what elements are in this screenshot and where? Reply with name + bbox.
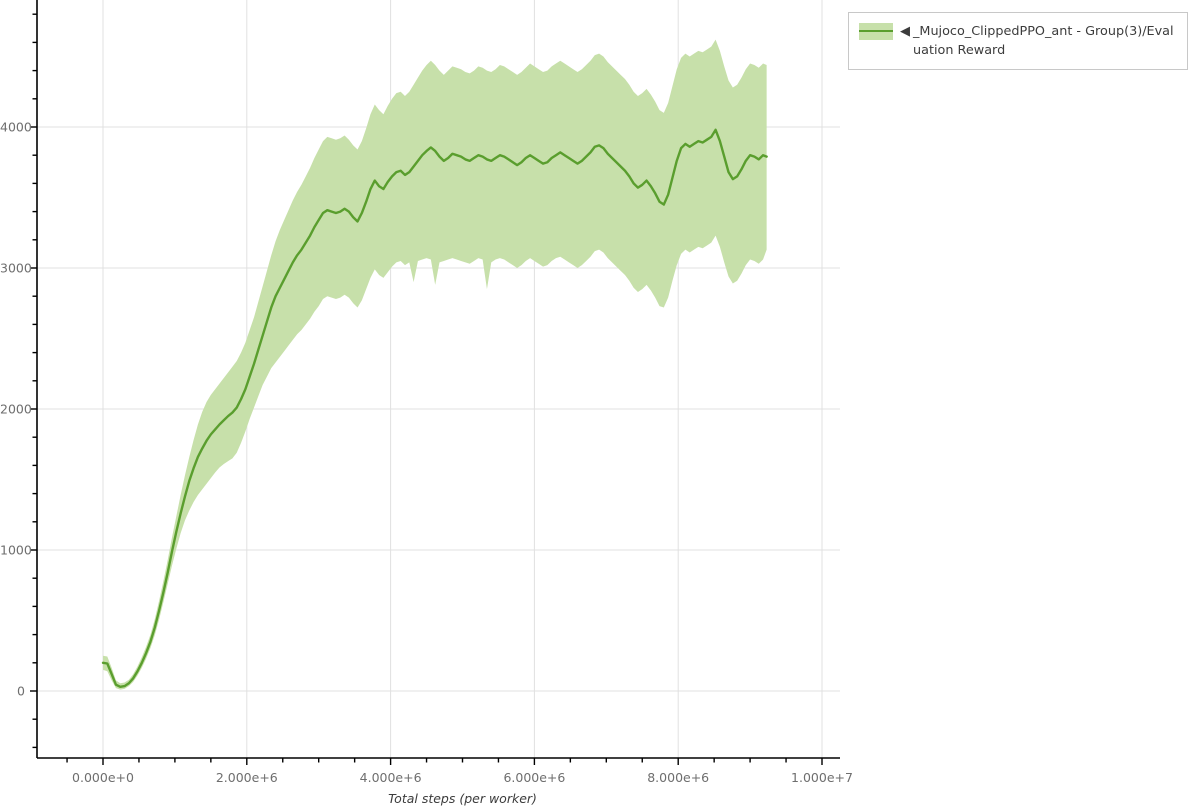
uncertainty-band (103, 39, 767, 690)
x-tick-label: 8.000e+6 (647, 770, 710, 785)
legend-color-swatch (859, 23, 893, 40)
x-tick-label: 6.000e+6 (503, 770, 566, 785)
legend-line-swatch (859, 30, 893, 33)
mean-line (101, 128, 768, 688)
legend-box[interactable]: ◀ _Mujoco_ClippedPPO_ant - Group(3)/Eval… (848, 12, 1188, 70)
x-tick-label: 1.000e+7 (791, 770, 853, 785)
legend-series-label[interactable]: _Mujoco_ClippedPPO_ant - Group(3)/Evalua… (913, 24, 1174, 58)
y-tick-label: 2000 (0, 401, 32, 417)
y-tick-label: 0 (17, 683, 25, 699)
x-axis-title: Total steps (per worker) (388, 791, 537, 806)
y-tick-label: 1000 (0, 542, 32, 558)
x-tick-label: 0.000e+0 (72, 770, 134, 785)
y-tick-label: 3000 (0, 260, 32, 276)
y-tick-label: 4000 (0, 119, 32, 135)
x-tick-label: 4.000e+6 (359, 770, 422, 785)
axis-ticks (30, 13, 823, 765)
band-area (103, 39, 767, 690)
left-triangle-marker-icon: ◀ (900, 24, 910, 39)
series-line (101, 128, 768, 688)
x-tick-label: 2.000e+6 (215, 770, 278, 785)
